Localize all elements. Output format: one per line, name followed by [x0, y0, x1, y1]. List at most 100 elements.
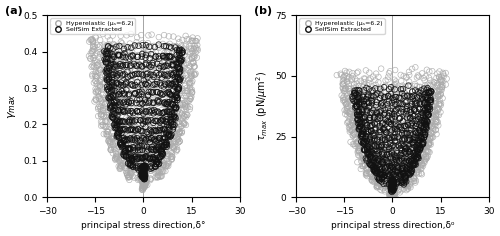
Point — [368, 175, 376, 178]
Point — [120, 147, 128, 151]
Point — [106, 106, 114, 110]
Point — [109, 102, 117, 105]
Point — [434, 108, 442, 112]
Point — [142, 53, 150, 57]
Point — [164, 152, 172, 156]
Point — [134, 127, 142, 131]
Point — [152, 55, 160, 58]
Point — [388, 112, 396, 116]
Point — [128, 83, 136, 86]
Point — [162, 143, 170, 147]
Point — [134, 176, 141, 180]
Point — [342, 112, 349, 116]
Point — [354, 141, 362, 144]
Point — [388, 187, 396, 191]
Point — [363, 105, 371, 109]
Point — [388, 195, 396, 199]
Point — [182, 74, 190, 77]
Point — [113, 122, 121, 126]
Point — [164, 154, 172, 158]
Point — [402, 101, 409, 104]
Point — [93, 43, 101, 47]
Point — [360, 102, 368, 106]
Point — [392, 157, 400, 160]
Point — [126, 128, 134, 132]
Point — [162, 117, 170, 121]
Point — [398, 180, 406, 184]
Point — [410, 170, 418, 174]
Point — [406, 116, 414, 120]
Point — [124, 70, 132, 74]
Point — [148, 166, 156, 170]
Point — [416, 128, 424, 132]
Point — [420, 120, 428, 124]
Point — [378, 123, 386, 127]
Point — [360, 142, 368, 146]
Point — [418, 103, 426, 106]
Point — [390, 168, 398, 172]
Point — [354, 149, 362, 153]
Point — [374, 184, 382, 188]
Point — [90, 61, 98, 65]
Point — [138, 143, 146, 146]
Point — [127, 128, 135, 132]
Point — [370, 165, 378, 169]
Point — [143, 178, 151, 182]
Point — [359, 148, 367, 152]
Point — [348, 119, 356, 123]
Point — [144, 81, 152, 85]
Point — [102, 52, 110, 56]
Point — [133, 64, 141, 68]
Point — [153, 85, 161, 89]
Point — [430, 80, 438, 84]
Point — [128, 161, 136, 165]
Point — [182, 34, 190, 38]
Point — [170, 144, 178, 148]
Point — [128, 101, 136, 105]
Point — [355, 95, 363, 99]
Point — [160, 65, 168, 68]
Point — [382, 79, 390, 82]
Point — [400, 181, 408, 185]
Point — [358, 152, 366, 155]
Point — [124, 128, 132, 132]
Point — [416, 117, 424, 121]
Point — [352, 107, 360, 111]
Point — [389, 191, 397, 195]
Point — [136, 162, 144, 166]
Point — [376, 174, 384, 178]
Point — [124, 79, 132, 83]
Point — [442, 71, 450, 75]
Point — [144, 169, 152, 173]
Point — [414, 132, 422, 136]
Point — [119, 55, 127, 59]
Point — [385, 100, 393, 103]
Point — [424, 141, 432, 144]
Point — [362, 105, 370, 109]
Point — [174, 127, 182, 131]
Point — [119, 63, 127, 67]
Point — [148, 102, 156, 106]
Point — [391, 190, 399, 193]
Point — [150, 73, 158, 77]
Point — [431, 90, 439, 93]
Point — [129, 108, 137, 111]
Point — [385, 186, 393, 190]
Point — [372, 100, 380, 104]
Point — [358, 102, 366, 105]
Point — [108, 53, 116, 56]
Point — [142, 178, 150, 182]
Point — [390, 180, 398, 183]
Point — [378, 101, 386, 105]
Point — [108, 119, 116, 123]
Point — [362, 135, 370, 138]
Point — [142, 63, 150, 67]
Point — [142, 82, 150, 86]
Point — [108, 94, 116, 97]
Point — [366, 151, 374, 155]
Point — [366, 172, 374, 176]
Point — [380, 174, 388, 178]
Point — [416, 163, 424, 167]
Point — [364, 129, 372, 133]
Point — [152, 129, 160, 133]
